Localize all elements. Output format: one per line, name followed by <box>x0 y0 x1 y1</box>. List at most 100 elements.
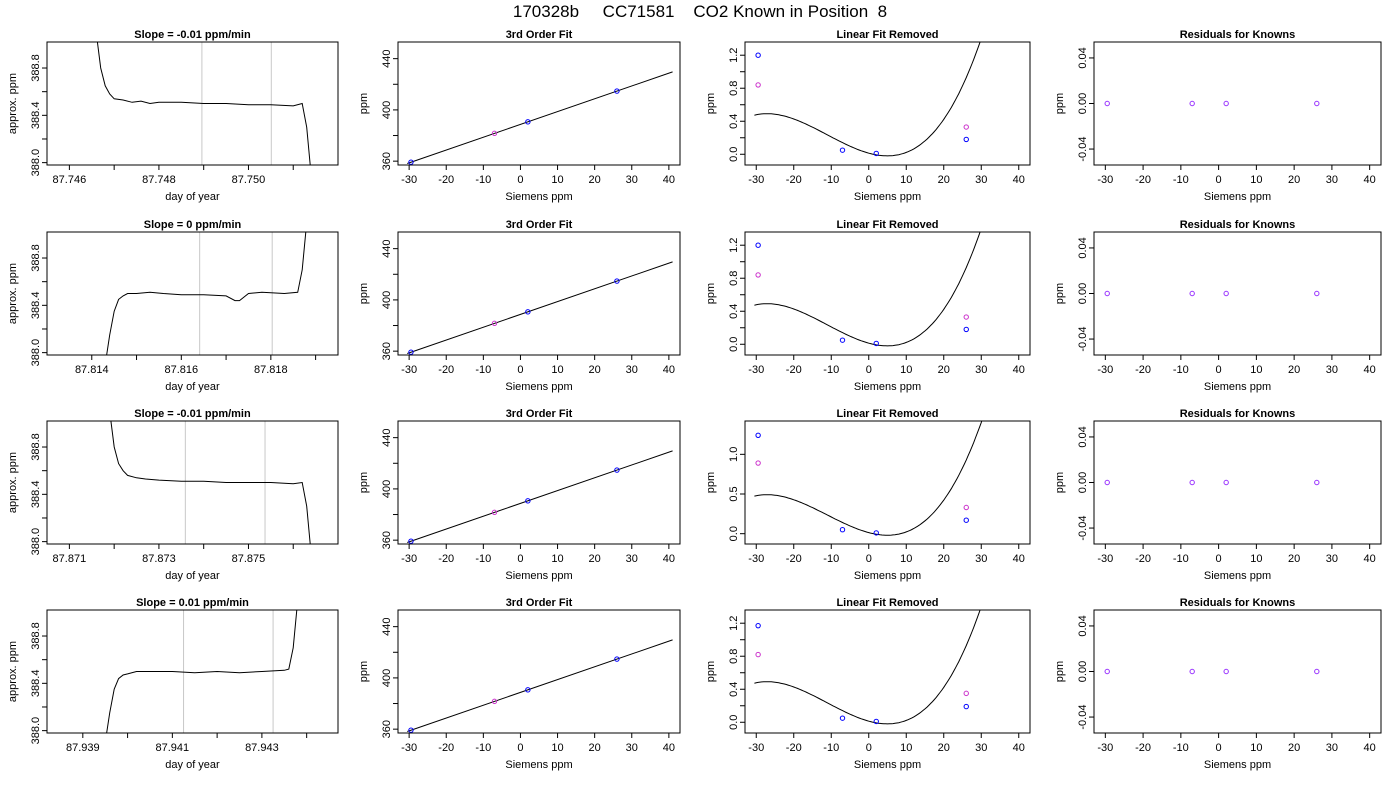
plot-frame <box>46 231 339 356</box>
x-axis-label: Siemens ppm <box>1204 759 1271 771</box>
reference-point <box>755 460 761 466</box>
series-line <box>110 421 311 544</box>
x-tick-label: -10 <box>475 174 491 186</box>
x-tick-label: 40 <box>1013 742 1025 754</box>
plot-area <box>754 610 981 725</box>
x-tick-label: 40 <box>663 174 675 186</box>
known-residual-point <box>1189 100 1195 107</box>
x-tick-label: 40 <box>663 364 675 376</box>
panel-2-timeseries: Slope = 0 ppm/min 87.814 87.816 87.818 388.0… <box>7 219 339 393</box>
y-axis-label: ppm <box>358 283 370 304</box>
plot-area <box>106 232 307 355</box>
y-axis-label: approx. ppm <box>7 263 19 324</box>
known-residual-point <box>1314 479 1320 486</box>
reference-point <box>491 320 498 327</box>
plot-frame <box>744 609 1031 734</box>
x-tick-label: -20 <box>438 742 454 754</box>
y-tick-label: 388.4 <box>30 292 42 320</box>
x-tick-label: 30 <box>1326 174 1338 186</box>
plot-area <box>106 610 298 733</box>
x-tick-label: -30 <box>748 742 764 754</box>
y-tick-label: 388.0 <box>30 149 42 177</box>
y-tick-label: 360 <box>381 152 393 170</box>
plot-area <box>1104 479 1320 486</box>
x-tick-label: -10 <box>823 553 839 565</box>
measured-point <box>755 242 761 248</box>
x-tick-label: 30 <box>626 364 638 376</box>
measured-point <box>525 309 531 315</box>
x-tick-label: 40 <box>1364 364 1376 376</box>
measured-point <box>525 498 531 504</box>
reference-point <box>491 698 498 705</box>
y-tick-label: 0.4 <box>728 114 740 129</box>
y-tick-label: 0.0 <box>728 715 740 730</box>
y-tick-label: 0.8 <box>728 649 740 664</box>
panel-4-residuals: Residuals for Knowns -30 -20 -10 0 10 20 30 40 -0… <box>1054 597 1382 771</box>
x-tick-label: 20 <box>1288 174 1300 186</box>
measured-point <box>839 337 846 343</box>
x-tick-label: 20 <box>589 174 601 186</box>
measured-point <box>525 119 531 125</box>
x-axis-label: day of year <box>165 759 220 771</box>
panel-title: Linear Fit Removed <box>836 408 938 420</box>
y-tick-label: 0.0 <box>728 337 740 352</box>
x-axis-label: Siemens ppm <box>505 759 572 771</box>
x-tick-label: -20 <box>786 742 802 754</box>
known-residual-point <box>1223 479 1229 486</box>
panel-4-timeseries: Slope = 0.01 ppm/min 87.939 87.941 87.943 38… <box>7 597 339 771</box>
x-tick-label: 10 <box>1250 553 1262 565</box>
y-axis-label: ppm <box>358 93 370 114</box>
measured-point <box>408 727 414 733</box>
x-tick-label: 40 <box>1013 553 1025 565</box>
x-tick-label: 0 <box>1216 553 1222 565</box>
x-tick-label: 30 <box>1326 364 1338 376</box>
y-axis-label: ppm <box>1054 661 1066 682</box>
x-tick-label: 10 <box>551 553 563 565</box>
y-axis-label: ppm <box>358 472 370 493</box>
known-residual-point <box>1104 668 1110 675</box>
known-residual-point <box>1223 290 1229 297</box>
y-axis-label: ppm <box>1054 283 1066 304</box>
reference-point <box>491 130 498 137</box>
x-tick-label: 30 <box>626 174 638 186</box>
panel-title: Linear Fit Removed <box>836 597 938 609</box>
plot-area <box>407 261 673 355</box>
x-tick-label: 87.939 <box>66 742 100 754</box>
x-tick-label: -30 <box>401 364 417 376</box>
x-tick-label: 0 <box>866 174 872 186</box>
x-tick-label: 0 <box>1216 174 1222 186</box>
x-tick-label: -30 <box>748 364 764 376</box>
measured-point <box>525 687 531 693</box>
x-tick-label: -10 <box>1173 553 1189 565</box>
x-axis-label: Siemens ppm <box>854 191 921 203</box>
y-axis-label: approx. ppm <box>7 73 19 134</box>
x-tick-label: -10 <box>1173 364 1189 376</box>
measured-point <box>873 340 879 347</box>
y-tick-label: 0.00 <box>1077 283 1089 304</box>
x-tick-label: 30 <box>975 553 987 565</box>
y-tick-label: 360 <box>381 342 393 360</box>
x-axis-label: Siemens ppm <box>854 759 921 771</box>
y-axis-label: ppm <box>1054 93 1066 114</box>
x-tick-label: -30 <box>1097 553 1113 565</box>
x-tick-label: 87.814 <box>75 364 109 376</box>
panel-3-timeseries: Slope = -0.01 ppm/min 87.871 87.873 87.875 3… <box>7 408 339 582</box>
y-tick-label: 388.0 <box>30 528 42 556</box>
fit-line <box>407 450 673 543</box>
measured-point <box>755 432 761 438</box>
measured-point <box>873 718 879 725</box>
x-axis-label: day of year <box>165 381 220 393</box>
panel-1-linear_removed: Linear Fit Removed -30 -20 -10 0 10 20 30 40 0.0 0… <box>705 29 1031 203</box>
x-tick-label: -10 <box>475 364 491 376</box>
series-line <box>96 42 311 165</box>
y-tick-label: 0.0 <box>728 147 740 162</box>
plot-area <box>754 421 983 536</box>
panel-title: 3rd Order Fit <box>506 597 573 609</box>
x-tick-label: 30 <box>975 174 987 186</box>
y-tick-label: 388.4 <box>30 670 42 698</box>
x-tick-label: 0 <box>517 742 523 754</box>
x-tick-label: -30 <box>401 553 417 565</box>
x-tick-label: 0 <box>866 553 872 565</box>
panel-4-fit: 3rd Order Fit -30 -20 -10 0 10 20 30 40 360 400 440… <box>358 597 681 771</box>
